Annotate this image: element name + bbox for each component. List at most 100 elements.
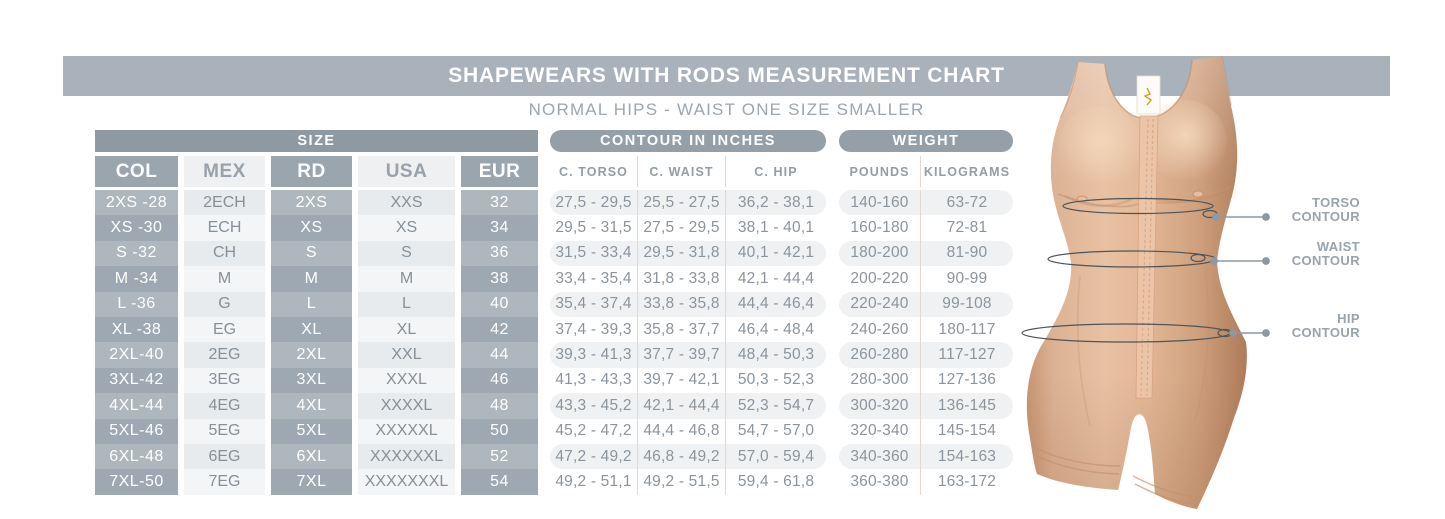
table-cell: 47,2 - 49,2: [550, 443, 637, 470]
table-cell: 2XS -28: [95, 190, 178, 216]
table-cell: S: [358, 240, 455, 267]
table-cell: XL -38: [95, 316, 178, 343]
table-cell: 260-280: [839, 342, 920, 368]
table-cell: XXS: [358, 190, 455, 216]
table-cell: 54,7 - 57,0: [725, 418, 826, 444]
table-cell: 59,4 - 61,8: [725, 469, 826, 495]
table-cell: 2XL-40: [95, 342, 178, 368]
table-cell: ECH: [184, 215, 265, 241]
table-cell: 25,5 - 27,5: [637, 190, 725, 216]
front-closure-placket: [1135, 115, 1159, 399]
column-header-pounds: POUNDS: [839, 156, 920, 187]
hook-detail-right: [1192, 190, 1204, 198]
chart-subtitle: NORMAL HIPS - WAIST ONE SIZE SMALLER: [528, 100, 925, 119]
hip-contour-label: HIP CONTOUR: [1291, 311, 1360, 340]
table-cell: 6XL-48: [95, 443, 178, 470]
table-cell: XS: [271, 215, 352, 241]
column-header-c-hip: C. HIP: [725, 156, 826, 187]
table-cell: 240-260: [839, 316, 920, 343]
column-header-rd: RD: [271, 156, 352, 187]
table-cell: 54: [461, 469, 538, 495]
table-cell: 37,7 - 39,7: [637, 342, 725, 368]
waist-contour-label: WAIST CONTOUR: [1291, 239, 1360, 268]
torso-measure-line: [1062, 197, 1214, 215]
table-cell: 6XL: [271, 443, 352, 470]
table-cell: XXXXXL: [358, 418, 455, 444]
table-cell: XL: [271, 316, 352, 343]
table-cell: 31,5 - 33,4: [550, 240, 637, 267]
table-cell: 40: [461, 291, 538, 317]
table-cell: L: [271, 291, 352, 317]
table-cell: 42,1 - 44,4: [637, 393, 725, 419]
garment-body: [1026, 55, 1247, 509]
table-cell: 2EG: [184, 342, 265, 368]
table-cell: 7XL: [271, 469, 352, 495]
table-cell: 34: [461, 215, 538, 241]
table-cell: XXXXXXL: [358, 443, 455, 470]
table-cell: 46,8 - 49,2: [637, 443, 725, 470]
table-cell: 40,1 - 42,1: [725, 240, 826, 267]
table-cell: 5EG: [184, 418, 265, 444]
page-title: SHAPEWEARS WITH RODS MEASUREMENT CHART: [448, 64, 1005, 87]
table-cell: 2ECH: [184, 190, 265, 216]
column-header-c-waist: C. WAIST: [637, 156, 725, 187]
table-cell: CH: [184, 240, 265, 267]
table-cell: 127-136: [920, 367, 1013, 394]
table-cell: 45,2 - 47,2: [550, 418, 637, 444]
table-cell: 42,1 - 44,4: [725, 266, 826, 292]
table-cell: 3XL: [271, 367, 352, 394]
table-cell: 27,5 - 29,5: [637, 215, 725, 241]
table-cell: 46,4 - 48,4: [725, 316, 826, 343]
size-group-header: SIZE: [95, 130, 538, 152]
table-cell: 140-160: [839, 190, 920, 216]
table-cell: 52,3 - 54,7: [725, 393, 826, 419]
measurement-table: SIZE CONTOUR IN INCHES WEIGHT COL MEX RD USA EU…: [95, 130, 1013, 495]
table-cell: 4EG: [184, 393, 265, 419]
table-cell: 42: [461, 316, 538, 343]
contour-group-header: CONTOUR IN INCHES: [550, 130, 826, 152]
table-cell: 72-81: [920, 215, 1013, 241]
table-cell: 50: [461, 418, 538, 444]
table-cell: 38,1 - 40,1: [725, 215, 826, 241]
table-cell: M: [184, 266, 265, 292]
table-cell: 7XL-50: [95, 469, 178, 495]
table-cell: 3XL-42: [95, 367, 178, 394]
table-cell: XL: [358, 316, 455, 343]
column-header-eur: EUR: [461, 156, 538, 187]
table-cell: 33,4 - 35,4: [550, 266, 637, 292]
table-cell: 5XL-46: [95, 418, 178, 444]
column-header-usa: USA: [358, 156, 455, 187]
brand-tag: [1136, 75, 1161, 115]
table-cell: 35,8 - 37,7: [637, 316, 725, 343]
table-cell: 48: [461, 393, 538, 419]
table-cell: XXL: [358, 342, 455, 368]
table-cell: 27,5 - 29,5: [550, 190, 637, 216]
table-cell: 49,2 - 51,1: [550, 469, 637, 495]
table-cell: M: [358, 266, 455, 292]
shapewear-garment-illustration: [1021, 55, 1270, 509]
table-cell: 5XL: [271, 418, 352, 444]
table-cell: 3EG: [184, 367, 265, 394]
table-cell: 29,5 - 31,5: [550, 215, 637, 241]
table-cell: 4XL: [271, 393, 352, 419]
left-leg-hem: [1035, 447, 1121, 475]
table-cell: 360-380: [839, 469, 920, 495]
chart-title-bar: SHAPEWEARS WITH RODS MEASUREMENT CHART: [63, 56, 1390, 96]
table-cell: L -36: [95, 291, 178, 317]
table-cell: 37,4 - 39,3: [550, 316, 637, 343]
table-cell: S -32: [95, 240, 178, 267]
table-cell: 44: [461, 342, 538, 368]
table-cell: 136-145: [920, 393, 1013, 419]
table-cell: 38: [461, 266, 538, 292]
table-cell: 33,8 - 35,8: [637, 291, 725, 317]
table-cell: 200-220: [839, 266, 920, 292]
table-cell: 180-117: [920, 316, 1013, 343]
table-cell: 145-154: [920, 418, 1013, 444]
table-cell: 300-320: [839, 393, 920, 419]
table-cell: 99-108: [920, 291, 1013, 317]
table-cell: 50,3 - 52,3: [725, 367, 826, 394]
table-cell: 39,7 - 42,1: [637, 367, 725, 394]
table-cell: 41,3 - 43,3: [550, 367, 637, 394]
table-cell: 160-180: [839, 215, 920, 241]
table-cell: 44,4 - 46,8: [637, 418, 725, 444]
